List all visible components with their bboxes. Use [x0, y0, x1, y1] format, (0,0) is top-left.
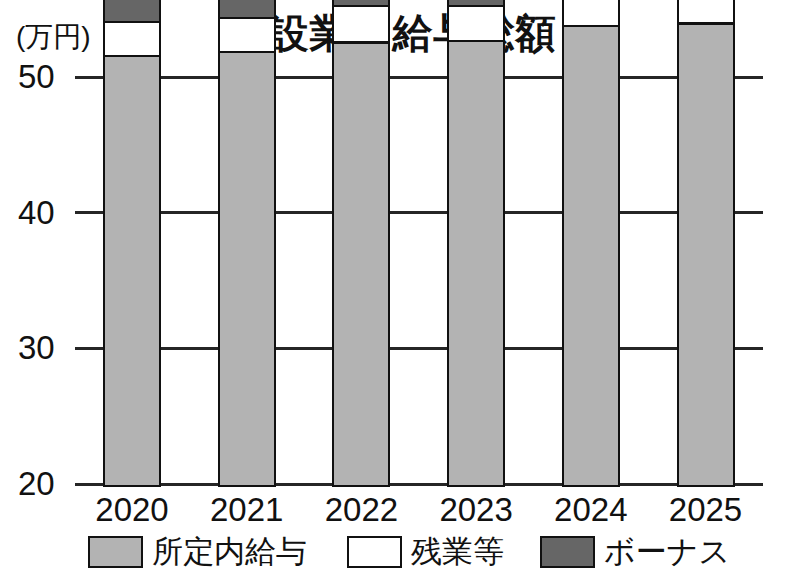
- x-tick-label-2021: 2021: [182, 491, 312, 529]
- gridline-30: [75, 347, 763, 350]
- bar-segment-2024-series0: [562, 25, 620, 487]
- bar-segment-2023-series2: [447, 0, 505, 7]
- bar-segment-2020-series1: [103, 21, 161, 56]
- plot-area: 50403020202020212022202320242025: [0, 0, 800, 586]
- y-tick-label-30: 30: [18, 328, 74, 368]
- bar-segment-2025-series1: [677, 0, 735, 24]
- gridline-40: [75, 211, 763, 214]
- gridline-20: [75, 483, 763, 486]
- y-tick-label-50: 50: [18, 57, 74, 97]
- bar-segment-2021-series1: [218, 17, 276, 52]
- x-tick-label-2022: 2022: [296, 491, 426, 529]
- x-tick-label-2024: 2024: [526, 491, 656, 529]
- x-tick-label-2023: 2023: [411, 491, 541, 529]
- bar-segment-2021-series0: [218, 51, 276, 487]
- bar-segment-2020-series2: [103, 0, 161, 23]
- y-tick-label-40: 40: [18, 193, 74, 233]
- bar-segment-2022-series2: [332, 0, 390, 7]
- bar-segment-2024-series1: [562, 0, 620, 27]
- bar-segment-2022-series1: [332, 5, 390, 43]
- x-tick-label-2020: 2020: [67, 491, 197, 529]
- chart-figure: (万円) 建設業の給与総額 50403020202020212022202320…: [0, 0, 800, 586]
- x-tick-label-2025: 2025: [641, 491, 771, 529]
- bar-segment-2023-series0: [447, 40, 505, 487]
- y-tick-label-20: 20: [18, 464, 74, 504]
- bar-segment-2022-series0: [332, 42, 390, 487]
- bar-segment-2023-series1: [447, 5, 505, 42]
- gridline-50: [75, 76, 763, 79]
- bar-segment-2021-series2: [218, 0, 276, 19]
- bar-segment-2020-series0: [103, 55, 161, 487]
- bar-segment-2025-series0: [677, 23, 735, 487]
